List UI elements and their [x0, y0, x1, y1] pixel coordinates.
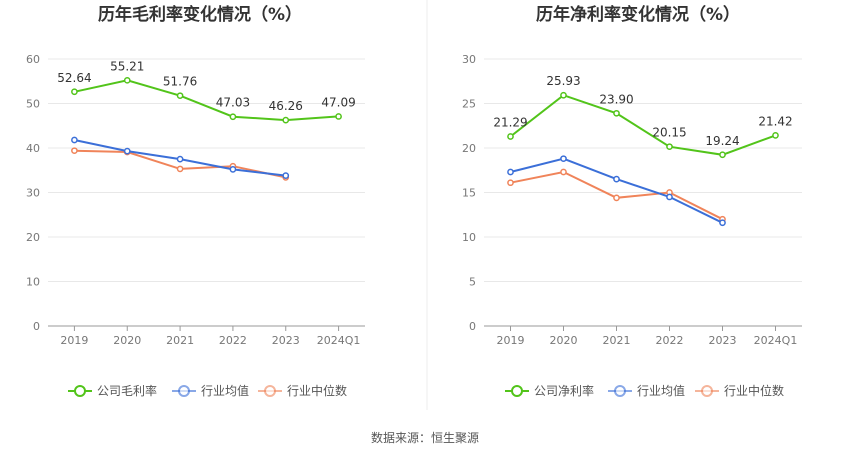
data-label: 21.42: [758, 114, 792, 128]
series-line-company: [74, 79, 339, 122]
data-point-avg: [176, 155, 184, 163]
y-tick-label: 40: [26, 142, 40, 155]
legend-label: 行业中位数: [287, 383, 347, 398]
y-tick-label: 10: [462, 231, 476, 244]
y-tick-label: 30: [462, 53, 476, 66]
x-tick-label: 2021: [166, 334, 194, 347]
legend-item-company[interactable]: 公司净利率: [505, 383, 594, 398]
data-point-company: [229, 113, 237, 121]
y-tick-label: 15: [462, 187, 476, 200]
series-line-company: [509, 94, 776, 156]
y-tick-label: 5: [469, 276, 476, 289]
data-point-company: [71, 88, 78, 96]
data-point-avg: [123, 147, 131, 155]
series-line-avg: [510, 157, 723, 224]
legend-item-company[interactable]: 公司毛利率: [68, 383, 157, 398]
legend-swatch-marker: [511, 385, 523, 397]
y-tick-label: 30: [26, 187, 40, 200]
y-tick-label: 20: [462, 142, 476, 155]
x-tick-label: 2024Q1: [754, 334, 798, 347]
y-tick-label: 10: [26, 276, 40, 289]
legend-swatch-marker: [701, 385, 713, 397]
data-point-company: [719, 151, 726, 159]
data-label: 47.03: [216, 96, 250, 110]
data-point-company: [666, 143, 673, 151]
legend-label: 公司毛利率: [97, 383, 157, 398]
series-line-median: [74, 149, 287, 179]
data-point-avg: [71, 136, 78, 144]
legend-item-median[interactable]: 行业中位数: [695, 383, 784, 398]
data-point-company: [282, 116, 290, 124]
legend-swatch-marker: [264, 385, 276, 397]
legend-item-avg[interactable]: 行业均值: [172, 383, 249, 398]
source-note: 数据来源：恒生聚源: [371, 430, 479, 445]
data-point-company: [176, 92, 184, 100]
x-tick-label: 2021: [603, 334, 631, 347]
data-label: 51.76: [163, 75, 197, 89]
data-point-median: [176, 165, 184, 173]
y-tick-label: 60: [26, 53, 40, 66]
x-tick-label: 2022: [219, 334, 247, 347]
x-tick-label: 2023: [272, 334, 300, 347]
data-point-avg: [507, 168, 514, 176]
data-point-company: [772, 132, 779, 139]
legend-label: 公司净利率: [534, 383, 594, 398]
y-tick-label: 0: [33, 320, 40, 333]
data-point-avg: [560, 155, 567, 163]
data-point-median: [507, 179, 514, 187]
x-tick-label: 2020: [113, 334, 141, 347]
data-point-avg: [613, 175, 620, 183]
data-point-avg: [719, 219, 726, 227]
data-label: 25.93: [546, 74, 580, 88]
x-tick-label: 2019: [60, 334, 88, 347]
x-tick-label: 2019: [497, 334, 525, 347]
data-point-company: [507, 133, 514, 140]
data-label: 21.29: [493, 116, 527, 130]
net-margin-chart: 历年净利率变化情况（%） 0 5 10 15 20 25 30 2019 2020 2021 2022…: [462, 4, 802, 398]
data-point-median: [613, 194, 620, 202]
data-label: 19.24: [705, 134, 739, 148]
data-point-company: [335, 113, 342, 120]
chart-title: 历年净利率变化情况（%）: [536, 4, 740, 25]
legend-label: 行业中位数: [724, 383, 784, 398]
y-tick-label: 25: [462, 98, 476, 111]
data-point-median: [560, 168, 567, 176]
data-point-avg: [666, 193, 673, 201]
y-tick-label: 0: [469, 320, 476, 333]
data-point-company: [613, 109, 620, 117]
data-point-avg: [229, 166, 237, 173]
data-label: 52.64: [57, 71, 91, 85]
legend-swatch-marker: [614, 385, 626, 397]
legend-swatch-marker: [178, 385, 190, 397]
legend-swatch-marker: [74, 385, 86, 397]
chart-title: 历年毛利率变化情况（%）: [98, 4, 302, 25]
y-tick-label: 50: [26, 98, 40, 111]
y-tick-label: 20: [26, 231, 40, 244]
legend-item-avg[interactable]: 行业均值: [608, 383, 685, 398]
data-point-avg: [282, 172, 290, 179]
data-point-median: [71, 147, 78, 155]
x-tick-label: 2022: [656, 334, 684, 347]
legend-item-median[interactable]: 行业中位数: [258, 383, 347, 398]
data-label: 47.09: [321, 95, 355, 109]
data-label: 55.21: [110, 59, 144, 73]
legend-label: 行业均值: [201, 383, 249, 398]
x-tick-label: 2024Q1: [317, 334, 361, 347]
x-tick-label: 2023: [709, 334, 737, 347]
data-label: 20.15: [652, 126, 686, 140]
data-label: 46.26: [269, 99, 303, 113]
legend-label: 行业均值: [637, 383, 685, 398]
data-point-company: [560, 91, 567, 99]
x-tick-label: 2020: [550, 334, 578, 347]
gross-margin-chart: 历年毛利率变化情况（%） 0 10 20 30 40 50 60 2019 2020 2021 202…: [26, 4, 365, 398]
data-point-company: [123, 76, 131, 84]
data-label: 23.90: [599, 92, 633, 106]
